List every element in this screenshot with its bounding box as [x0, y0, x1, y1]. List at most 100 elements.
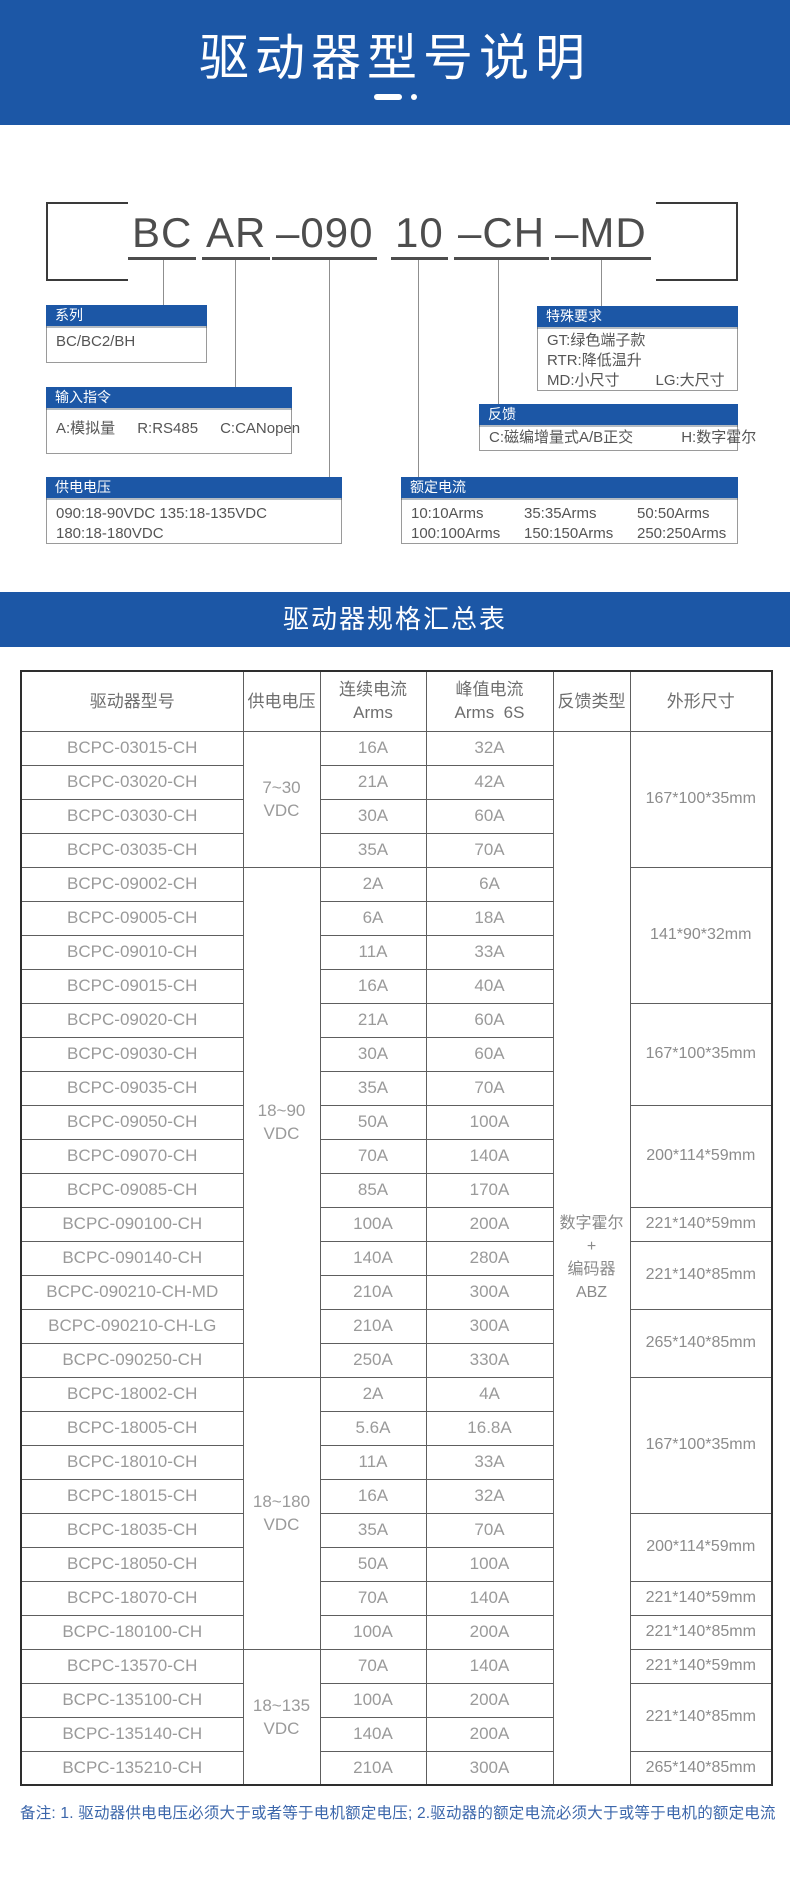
peak-current-cell: 33A — [425, 934, 554, 970]
column-header: 反馈类型 — [552, 670, 631, 732]
summary-band: 驱动器规格汇总表 — [0, 592, 790, 647]
peak-current-cell: 300A — [425, 1274, 554, 1310]
special-requirements-box-title: 特殊要求 — [537, 306, 738, 327]
dimension-cell: 221*140*59mm — [629, 1580, 773, 1616]
table-row: BCPC-18035-CH 35A 70A 200*114*59mm — [20, 1512, 773, 1582]
model-cell: BCPC-09015-CH — [20, 968, 244, 1004]
dimension-cell: 265*140*85mm — [629, 1308, 773, 1378]
peak-current-cell: 70A — [425, 832, 554, 868]
continuous-current-cell: 30A — [319, 798, 427, 834]
peak-current-cell: 100A — [425, 1546, 554, 1582]
dimension-cell: 200*114*59mm — [629, 1104, 773, 1208]
model-segment-input: AR — [202, 211, 271, 260]
peak-current-cell: 300A — [425, 1308, 554, 1344]
continuous-current-cell: 250A — [319, 1342, 427, 1378]
current-code-100: 100:100Arms — [411, 525, 501, 542]
peak-current-cell: 280A — [425, 1240, 554, 1276]
model-segment-voltage: –090 — [272, 211, 378, 260]
footer-note: 备注: 1. 驱动器供电电压必须大于或者等于电机额定电压; 2.驱动器的额定电流… — [20, 1805, 776, 1822]
continuous-current-cell: 100A — [319, 1682, 427, 1718]
continuous-current-cell: 11A — [319, 1444, 427, 1480]
continuous-current-cell: 16A — [319, 730, 427, 766]
table-row: BCPC-090100-CH 100A 200A 221*140*59mm — [20, 1206, 773, 1242]
dimension-cell: 221*140*59mm — [629, 1206, 773, 1242]
model-cell: BCPC-09005-CH — [20, 900, 244, 936]
current-code-10: 10:10Arms — [411, 505, 484, 522]
series-box-title: 系列 — [46, 305, 207, 326]
table-row: BCPC-09010-CH 11A 33A — [20, 934, 772, 970]
table-row: BCPC-09085-CH 85A 170A — [20, 1172, 772, 1208]
table-row: BCPC-090210-CH-LG 210A 300A 265*140*85mm — [20, 1308, 773, 1378]
voltage-cell: 18~90 VDC — [242, 866, 321, 1378]
column-header: 外形尺寸 — [629, 670, 773, 732]
table-row: BCPC-18050-CH 50A 100A — [20, 1546, 772, 1582]
model-segment-series: BC — [128, 211, 197, 260]
underline-dot — [410, 94, 417, 100]
continuous-current-cell: 100A — [319, 1614, 427, 1650]
model-cell: BCPC-18002-CH — [20, 1376, 244, 1412]
continuous-current-cell: 85A — [319, 1172, 427, 1208]
model-cell: BCPC-09085-CH — [20, 1172, 244, 1208]
header-row: 驱动器型号 供电电压 连续电流 Arms 峰值电流 Arms 6S 反馈类型 外形尺寸 — [20, 670, 773, 732]
table-row: BCPC-09035-CH 35A 70A — [20, 1070, 772, 1106]
model-cell: BCPC-13570-CH — [20, 1648, 244, 1684]
model-cell: BCPC-090100-CH — [20, 1206, 244, 1242]
current-code-50: 50:50Arms — [637, 505, 710, 522]
model-cell: BCPC-03020-CH — [20, 764, 244, 800]
connector-line-input — [235, 260, 236, 387]
peak-current-cell: 18A — [425, 900, 554, 936]
continuous-current-cell: 21A — [319, 764, 427, 800]
model-cell: BCPC-18035-CH — [20, 1512, 244, 1548]
model-segment-special: –MD — [551, 211, 651, 260]
special-option-rtr: RTR:降低温升 — [547, 352, 642, 369]
table-row: BCPC-09002-CH 18~90 VDC 2A 6A 141*90*32mm — [20, 866, 773, 1378]
peak-current-cell: 60A — [425, 1036, 554, 1072]
model-segment-current: 10 — [391, 211, 448, 260]
summary-band-title: 驱动器规格汇总表 — [282, 604, 507, 634]
table-row: BCPC-09070-CH 70A 140A — [20, 1138, 772, 1174]
model-cell: BCPC-18050-CH — [20, 1546, 244, 1582]
current-code-150: 150:150Arms — [524, 525, 614, 542]
model-cell: BCPC-135100-CH — [20, 1682, 244, 1718]
feedback-box: 反馈 C:磁编增量式A/B正交 H:数字霍尔 — [479, 404, 756, 451]
peak-current-cell: 42A — [425, 764, 554, 800]
dimension-cell: 221*140*85mm — [629, 1240, 773, 1310]
continuous-current-cell: 210A — [319, 1274, 427, 1310]
continuous-current-cell: 30A — [319, 1036, 427, 1072]
dimension-cell: 200*114*59mm — [629, 1512, 773, 1582]
table-row: BCPC-09050-CH 50A 100A 200*114*59mm — [20, 1104, 773, 1208]
dimension-cell: 167*100*35mm — [629, 1376, 773, 1514]
table-row: BCPC-13570-CH 18~135 VDC 70A 140A 221*140*59m… — [20, 1648, 773, 1786]
dimension-cell: 221*140*85mm — [629, 1614, 773, 1650]
continuous-current-cell: 70A — [319, 1138, 427, 1174]
special-option-md: MD:小尺寸 — [547, 372, 620, 389]
feedback-option-encoder: C:磁编增量式A/B正交 — [489, 429, 634, 446]
table-row: BCPC-135100-CH 100A 200A 221*140*85mm — [20, 1682, 773, 1752]
connector-line-feedback — [498, 260, 499, 404]
current-code-35: 35:35Arms — [524, 505, 597, 522]
feedback-option-hall: H:数字霍尔 — [681, 429, 757, 446]
input-option-analog: A:模拟量 — [56, 420, 116, 437]
continuous-current-cell: 210A — [319, 1308, 427, 1344]
underline-dash — [373, 94, 402, 100]
peak-current-cell: 32A — [425, 730, 554, 766]
input-option-canopen: C:CANopen — [220, 420, 301, 437]
peak-current-cell: 140A — [425, 1648, 554, 1684]
dimension-cell: 141*90*32mm — [629, 866, 773, 1004]
peak-current-cell: 70A — [425, 1512, 554, 1548]
peak-current-cell: 32A — [425, 1478, 554, 1514]
model-segment-feedback: –CH — [454, 211, 550, 260]
model-cell: BCPC-09070-CH — [20, 1138, 244, 1174]
table-row: BCPC-09030-CH 30A 60A — [20, 1036, 772, 1072]
model-cell: BCPC-09050-CH — [20, 1104, 244, 1140]
peak-current-cell: 200A — [425, 1206, 554, 1242]
model-cell: BCPC-18070-CH — [20, 1580, 244, 1616]
dimension-cell: 221*140*85mm — [629, 1682, 773, 1752]
peak-current-cell: 140A — [425, 1138, 554, 1174]
continuous-current-cell: 35A — [319, 1512, 427, 1548]
model-cell: BCPC-18015-CH — [20, 1478, 244, 1514]
peak-current-cell: 70A — [425, 1070, 554, 1106]
voltage-cell: 18~135 VDC — [242, 1648, 321, 1786]
rated-current-box-title: 额定电流 — [401, 477, 738, 498]
voltage-cell: 7~30 VDC — [242, 730, 321, 868]
